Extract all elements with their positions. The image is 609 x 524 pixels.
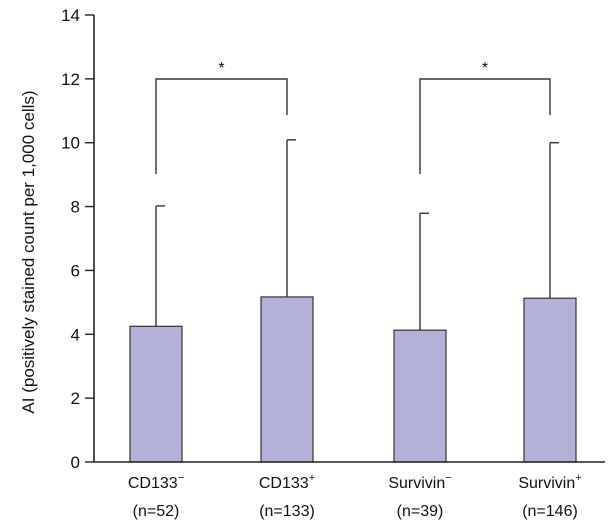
category-superscript: −	[178, 472, 184, 484]
category-superscript: +	[309, 472, 315, 484]
category-name: Survivin	[518, 475, 575, 492]
y-axis-ticks: 0 2 4 6 8 10 12 14	[61, 6, 94, 472]
y-tick-label: 2	[71, 389, 80, 408]
category-n: (n=133)	[259, 503, 315, 520]
category-label: Survivin−	[388, 472, 451, 492]
y-tick-label: 6	[71, 261, 80, 280]
category-name: CD133	[128, 475, 178, 492]
category-n: (n=39)	[397, 503, 444, 520]
category-n: (n=52)	[133, 503, 180, 520]
y-tick-label: 10	[61, 134, 80, 153]
y-tick-label: 12	[61, 70, 80, 89]
y-axis-label: AI (positively stained count per 1,000 c…	[19, 90, 38, 413]
y-axis-title: AI (positively stained count per 1,000 c…	[19, 90, 38, 413]
significance-bracket-1	[419, 78, 551, 174]
significance-bracket-0	[155, 78, 288, 174]
category-label: Survivin+	[518, 472, 581, 492]
significance-star: *	[482, 60, 488, 77]
category-label: CD133−	[128, 472, 184, 492]
significance-brackets: * *	[155, 60, 551, 174]
category-label: CD133+	[259, 472, 315, 492]
error-bars	[155, 139, 559, 331]
category-labels: CD133−(n=52)CD133+(n=133)Survivin−(n=39)…	[128, 472, 582, 520]
bars	[129, 296, 577, 463]
y-tick-label: 14	[61, 6, 80, 25]
y-tick-label: 8	[71, 198, 80, 217]
bar-0	[129, 325, 183, 463]
bar-1	[260, 296, 314, 463]
y-tick-label: 0	[71, 453, 80, 472]
significance-star: *	[218, 60, 224, 77]
category-superscript: +	[575, 472, 581, 484]
bar-2	[393, 329, 447, 463]
category-superscript: −	[445, 472, 451, 484]
y-tick-label: 4	[71, 325, 80, 344]
category-name: CD133	[259, 475, 309, 492]
axes	[93, 15, 605, 463]
category-name: Survivin	[388, 475, 445, 492]
bar-3	[523, 297, 577, 463]
category-n: (n=146)	[522, 503, 578, 520]
